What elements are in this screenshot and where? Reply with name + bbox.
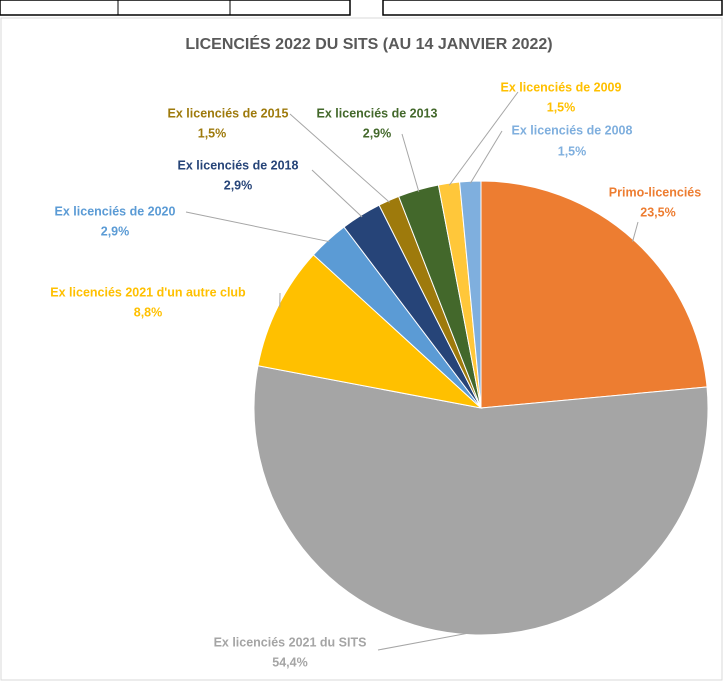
value-label: 1,5% <box>198 126 227 140</box>
category-label: Ex licenciés de 2018 <box>178 158 299 172</box>
value-label: 2,9% <box>363 126 392 140</box>
leader-line <box>186 212 329 242</box>
slices <box>254 181 708 635</box>
top-table-right <box>383 0 722 15</box>
value-label: 2,9% <box>101 224 130 238</box>
leader-line <box>449 92 518 185</box>
leader-line <box>378 633 470 650</box>
value-label: 1,5% <box>547 100 576 114</box>
category-label: Ex licenciés de 2009 <box>501 80 622 94</box>
category-label: Ex licenciés 2021 du SITS <box>214 635 367 649</box>
value-label: 54,4% <box>272 655 307 669</box>
leader-line <box>470 131 502 183</box>
top-table-left <box>0 0 350 15</box>
leader-line <box>402 134 419 192</box>
leader-line <box>633 222 638 242</box>
value-label: 2,9% <box>224 178 253 192</box>
category-label: Ex licenciés de 2008 <box>512 123 633 137</box>
category-label: Ex licenciés 2021 d'un autre club <box>50 285 246 299</box>
leader-line <box>312 170 362 217</box>
category-label: Ex licenciés de 2013 <box>317 106 438 120</box>
value-label: 1,5% <box>558 144 587 158</box>
value-label: 8,8% <box>134 305 163 319</box>
chart-title: LICENCIÉS 2022 DU SITS (AU 14 JANVIER 20… <box>185 34 552 53</box>
category-label: Ex licenciés de 2015 <box>168 106 289 120</box>
category-label: Primo-licenciés <box>609 185 701 199</box>
value-label: 23,5% <box>640 205 675 219</box>
category-label: Ex licenciés de 2020 <box>55 204 176 218</box>
